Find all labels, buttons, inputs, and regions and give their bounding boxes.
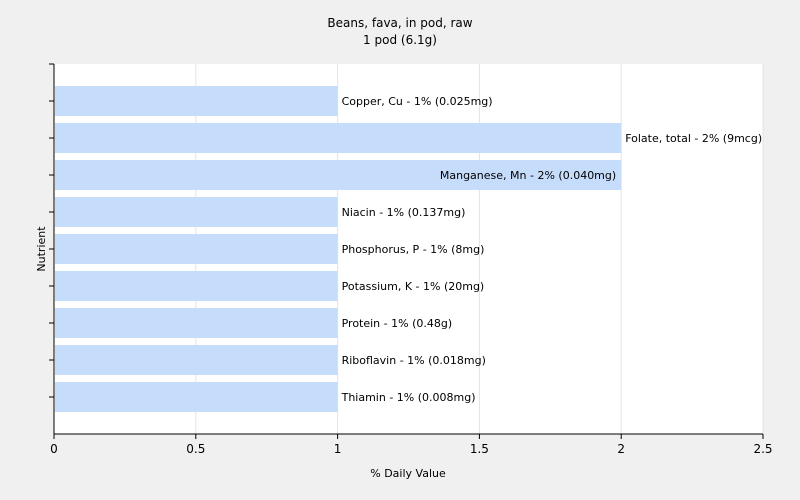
bar-label: Niacin - 1% (0.137mg) [342,206,466,219]
bar-label: Manganese, Mn - 2% (0.040mg) [440,169,616,182]
x-tick-label: 0.5 [186,442,205,456]
x-tick-label: 0 [50,442,58,456]
bar-label: Copper, Cu - 1% (0.025mg) [342,95,493,108]
bar [55,308,338,338]
x-axis-ticks: 0 0.5 1 1.5 2 2.5 [50,434,773,456]
bar [55,123,622,153]
y-axis-label: Nutrient [35,226,48,272]
chart-subtitle: 1 pod (6.1g) [363,33,437,47]
bar [55,271,338,301]
bar-labels: Copper, Cu - 1% (0.025mg) Folate, total -… [341,95,763,404]
bar-label: Phosphorus, P - 1% (8mg) [342,243,485,256]
bar-label: Protein - 1% (0.48g) [342,317,453,330]
x-tick-label: 2.5 [753,442,772,456]
bar [55,345,338,375]
x-axis-label: % Daily Value [370,467,446,480]
bar-label: Folate, total - 2% (9mcg) [625,132,762,145]
bar [55,382,338,412]
bar-label: Potassium, K - 1% (20mg) [342,280,485,293]
chart-title: Beans, fava, in pod, raw [327,16,472,30]
y-axis-ticks [49,63,54,398]
bars [55,86,622,412]
bar-label: Thiamin - 1% (0.008mg) [341,391,476,404]
bar [55,234,338,264]
x-tick-label: 1.5 [470,442,489,456]
bar [55,160,622,190]
bar [55,86,338,116]
bar [55,197,338,227]
x-tick-label: 1 [334,442,342,456]
bar-label: Riboflavin - 1% (0.018mg) [342,354,486,367]
x-tick-label: 2 [617,442,625,456]
